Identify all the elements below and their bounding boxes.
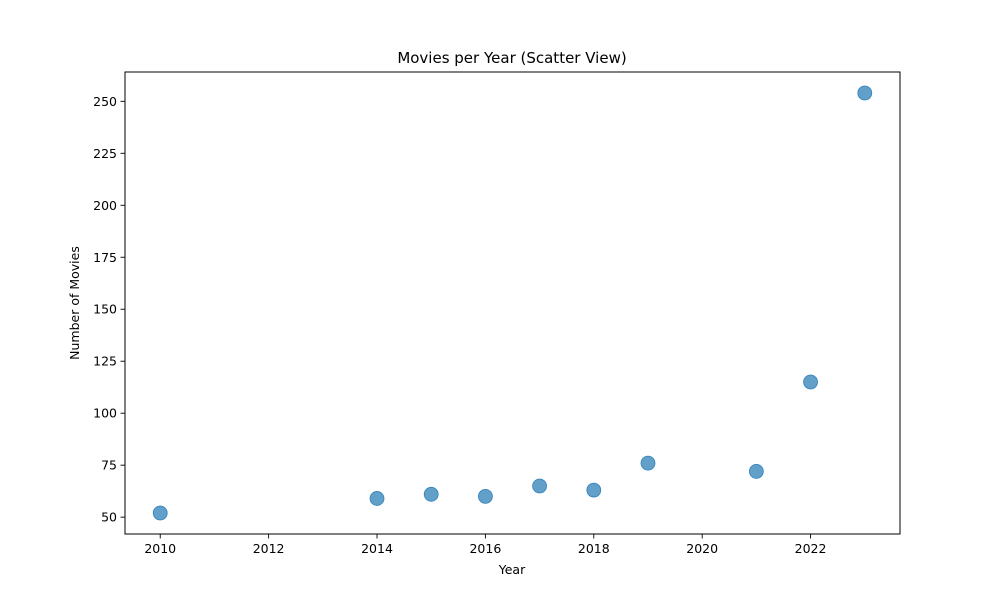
data-point xyxy=(857,85,873,101)
data-point xyxy=(586,482,602,498)
data-point xyxy=(640,455,656,471)
x-tick-label: 2014 xyxy=(361,541,393,556)
y-tick-label: 250 xyxy=(93,94,117,109)
y-tick-label: 75 xyxy=(101,458,117,473)
data-point xyxy=(369,491,385,506)
x-axis-ticks: 2010 2012 2014 2016 2018 2020 2022 xyxy=(144,534,826,556)
y-tick-label: 200 xyxy=(93,198,117,213)
y-tick-label: 100 xyxy=(93,406,117,421)
data-point xyxy=(477,488,493,504)
y-tick-label: 225 xyxy=(93,146,117,161)
axes-frame xyxy=(124,71,901,535)
data-point xyxy=(152,505,168,521)
plot-area xyxy=(124,71,901,535)
y-tick-label: 125 xyxy=(93,354,117,369)
x-tick-label: 2022 xyxy=(795,541,827,556)
x-axis-label: Year xyxy=(498,562,526,577)
data-point xyxy=(803,374,818,390)
x-tick-label: 2010 xyxy=(144,541,176,556)
data-point xyxy=(423,486,439,502)
x-tick-label: 2018 xyxy=(578,541,610,556)
data-point xyxy=(748,464,764,479)
y-axis-label: Number of Movies xyxy=(67,246,82,360)
x-tick-label: 2020 xyxy=(686,541,718,556)
y-tick-label: 150 xyxy=(93,302,117,317)
data-points xyxy=(152,85,873,521)
y-tick-label: 175 xyxy=(93,250,117,265)
x-tick-label: 2012 xyxy=(253,541,285,556)
x-tick-label: 2016 xyxy=(469,541,501,556)
y-tick-label: 50 xyxy=(101,510,117,525)
data-point xyxy=(532,478,547,494)
y-axis-ticks: 50 75 100 125 150 175 200 225 250 xyxy=(93,94,125,525)
chart-title: Movies per Year (Scatter View) xyxy=(397,49,626,67)
